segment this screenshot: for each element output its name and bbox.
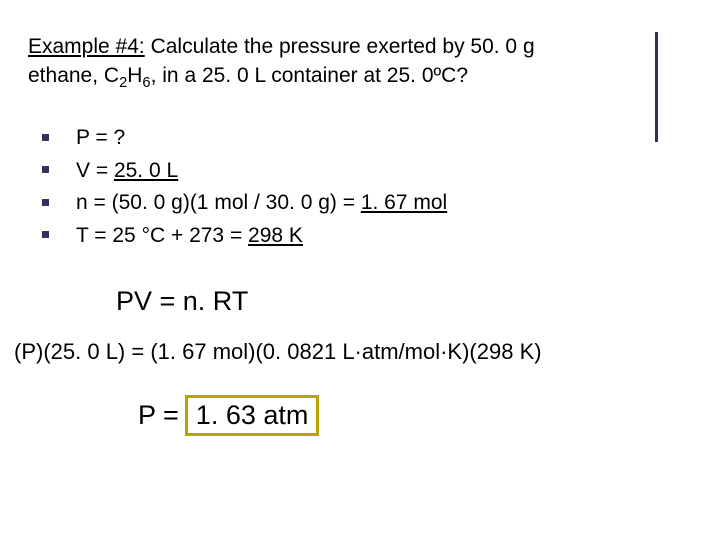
title-line2-pre: ethane, C (28, 64, 119, 87)
title-line2-post: , in a 25. 0 L container at 25. 0ºC? (151, 64, 468, 87)
bullet-2-value: 25. 0 L (114, 159, 178, 182)
ideal-gas-law-equation: PV = n. RT (116, 286, 692, 317)
given-values-list: P = ? V = 25. 0 L n = (50. 0 g)(1 mol / … (42, 122, 692, 252)
example-title: Example #4: Calculate the pressure exert… (28, 32, 692, 94)
list-item: T = 25 °C + 273 = 298 K (42, 220, 692, 253)
bullet-3-value: 1. 67 mol (361, 191, 447, 214)
bullet-4-pre: T = 25 °C + 273 = (76, 224, 248, 247)
final-answer-box: 1. 63 atm (185, 395, 320, 436)
list-item: V = 25. 0 L (42, 155, 692, 188)
bullet-3-pre: n = (50. 0 g)(1 mol / 30. 0 g) = (76, 191, 361, 214)
list-item: P = ? (42, 122, 692, 155)
list-item: n = (50. 0 g)(1 mol / 30. 0 g) = 1. 67 m… (42, 187, 692, 220)
bullet-1-text: P = ? (76, 126, 125, 149)
slide-content: Example #4: Calculate the pressure exert… (0, 0, 720, 436)
substituted-equation: (P)(25. 0 L) = (1. 67 mol)(0. 0821 L·atm… (14, 339, 692, 365)
title-rest-line1: Calculate the pressure exerted by 50. 0 … (145, 35, 535, 58)
bullet-2-pre: V = (76, 159, 114, 182)
title-mid: H (127, 64, 142, 87)
bullet-4-value: 298 K (248, 224, 303, 247)
title-sub2: 6 (142, 76, 150, 92)
final-answer-prefix: P = (138, 400, 179, 431)
title-label: Example #4: (28, 35, 145, 58)
final-answer-row: P = 1. 63 atm (138, 395, 692, 436)
